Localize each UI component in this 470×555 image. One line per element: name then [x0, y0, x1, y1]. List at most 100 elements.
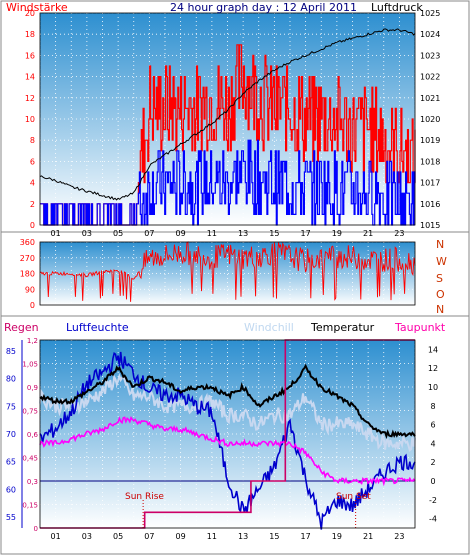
rain-tick-label: 0,45: [22, 455, 38, 463]
hour-tick-label: 07: [144, 229, 154, 238]
windchill-label: Windchill: [244, 321, 294, 334]
rain-tick-label: 1,05: [22, 361, 38, 369]
humidity-tick-label: 60: [6, 485, 16, 494]
pressure-axis-label: Luftdruck: [371, 1, 423, 14]
bottom-panel-frame: [39, 339, 416, 529]
wind-tick-label: 20: [25, 9, 35, 18]
humidity-tick-label: 70: [6, 430, 16, 439]
hour-tick-label: 17: [301, 532, 311, 541]
hour-tick-label: 13: [238, 532, 248, 541]
hour-tick-label: 03: [82, 532, 92, 541]
mid-panel-frame: [39, 241, 416, 306]
humidity-label: Luftfeuchte: [66, 321, 129, 334]
direction-tick-label: 0: [30, 301, 35, 310]
temperature-tick-label: 14: [428, 345, 438, 354]
pressure-tick-label: 1024: [420, 30, 440, 39]
pressure-tick-label: 1016: [420, 200, 440, 209]
chart-title: 24 hour graph day : 12 April 2011: [170, 1, 357, 14]
rain-tick-label: 0,15: [22, 502, 38, 510]
hour-tick-label: 05: [113, 532, 123, 541]
pressure-tick-label: 1021: [420, 94, 440, 103]
pressure-tick-label: 1018: [420, 157, 440, 166]
temperature-tick-label: 0: [430, 477, 435, 486]
hour-tick-label: 11: [207, 532, 217, 541]
hour-tick-label: 23: [394, 532, 404, 541]
direction-tick-label: 90: [25, 285, 35, 294]
hour-tick-label: 19: [332, 532, 342, 541]
rain-tick-label: 0,6: [27, 431, 39, 439]
windchill-series: [39, 372, 416, 452]
wind-tick-label: 8: [30, 136, 35, 145]
rain-tick-label: 0,75: [22, 408, 38, 416]
pressure-tick-label: 1019: [420, 136, 440, 145]
temperature-tick-label: 12: [428, 364, 438, 373]
pressure-tick-label: 1022: [420, 73, 440, 82]
wind-axis-label: Windstärke: [6, 1, 68, 14]
humidity-tick-label: 75: [6, 402, 16, 411]
temperature-tick-label: 4: [430, 439, 435, 448]
dewpoint-series: [39, 415, 416, 487]
rain-tick-label: 0,3: [27, 478, 38, 486]
dewpoint-label: Taupunkt: [395, 321, 446, 334]
hour-tick-label: 09: [176, 229, 186, 238]
wind-tick-label: 12: [25, 94, 35, 103]
wind-tick-label: 0: [30, 221, 35, 230]
direction-letter-n1: N: [436, 238, 445, 251]
hour-tick-label: 15: [269, 229, 279, 238]
temperature-tick-label: -2: [429, 496, 437, 505]
pressure-tick-label: 1023: [420, 51, 440, 60]
pressure-tick-label: 1015: [420, 221, 440, 230]
rain-series: [40, 339, 415, 529]
wind-direction-series: [39, 241, 416, 302]
hour-tick-label: 01: [51, 229, 61, 238]
direction-tick-label: 360: [20, 238, 35, 247]
temperature-tick-label: 2: [430, 458, 435, 467]
wind-tick-label: 10: [25, 115, 35, 124]
direction-letter-s: S: [436, 272, 443, 285]
temperature-tick-label: 6: [430, 421, 435, 430]
humidity-tick-label: 65: [6, 458, 16, 467]
pressure-tick-label: 1017: [420, 179, 440, 188]
pressure-series: [39, 28, 416, 201]
hour-tick-label: 21: [363, 532, 373, 541]
temperature-tick-label: 10: [428, 383, 438, 392]
temperature-tick-label: 8: [430, 402, 435, 411]
temperature-tick-label: -4: [429, 515, 437, 524]
sunrise-label: Sun Rise: [125, 492, 164, 502]
humidity-tick-label: 55: [6, 513, 16, 522]
temperature-label: Temperatur: [311, 321, 375, 334]
direction-letter-w: W: [436, 255, 447, 268]
hour-tick-label: 23: [394, 229, 404, 238]
pressure-tick-label: 1020: [420, 115, 440, 124]
sunset-label: Sun Set: [336, 492, 371, 502]
rain-tick-label: 0: [34, 525, 38, 533]
direction-tick-label: 180: [20, 270, 35, 279]
direction-letter-n2: N: [436, 303, 445, 316]
wind-tick-label: 6: [30, 157, 35, 166]
humidity-tick-label: 85: [6, 347, 16, 356]
hour-tick-label: 11: [207, 229, 217, 238]
hour-tick-label: 15: [269, 532, 279, 541]
pressure-tick-label: 1025: [420, 9, 440, 18]
hour-tick-label: 19: [332, 229, 342, 238]
direction-tick-label: 270: [20, 254, 35, 263]
hour-tick-label: 21: [363, 229, 373, 238]
hour-tick-label: 03: [82, 229, 92, 238]
hour-tick-label: 13: [238, 229, 248, 238]
humidity-tick-label: 80: [6, 375, 16, 384]
humidity-series: [39, 351, 416, 530]
temperature-series: [39, 363, 416, 440]
wind-tick-label: 2: [30, 200, 35, 209]
wind-tick-label: 4: [30, 179, 35, 188]
wind-tick-label: 16: [25, 51, 35, 60]
hour-tick-label: 01: [51, 532, 61, 541]
direction-letter-o: O: [436, 288, 445, 301]
wind-tick-label: 14: [25, 73, 35, 82]
middle-frame: [0, 231, 470, 317]
hour-tick-label: 07: [144, 532, 154, 541]
hour-tick-label: 09: [176, 532, 186, 541]
rain-label: Regen: [4, 321, 39, 334]
rain-tick-label: 0,9: [27, 384, 38, 392]
